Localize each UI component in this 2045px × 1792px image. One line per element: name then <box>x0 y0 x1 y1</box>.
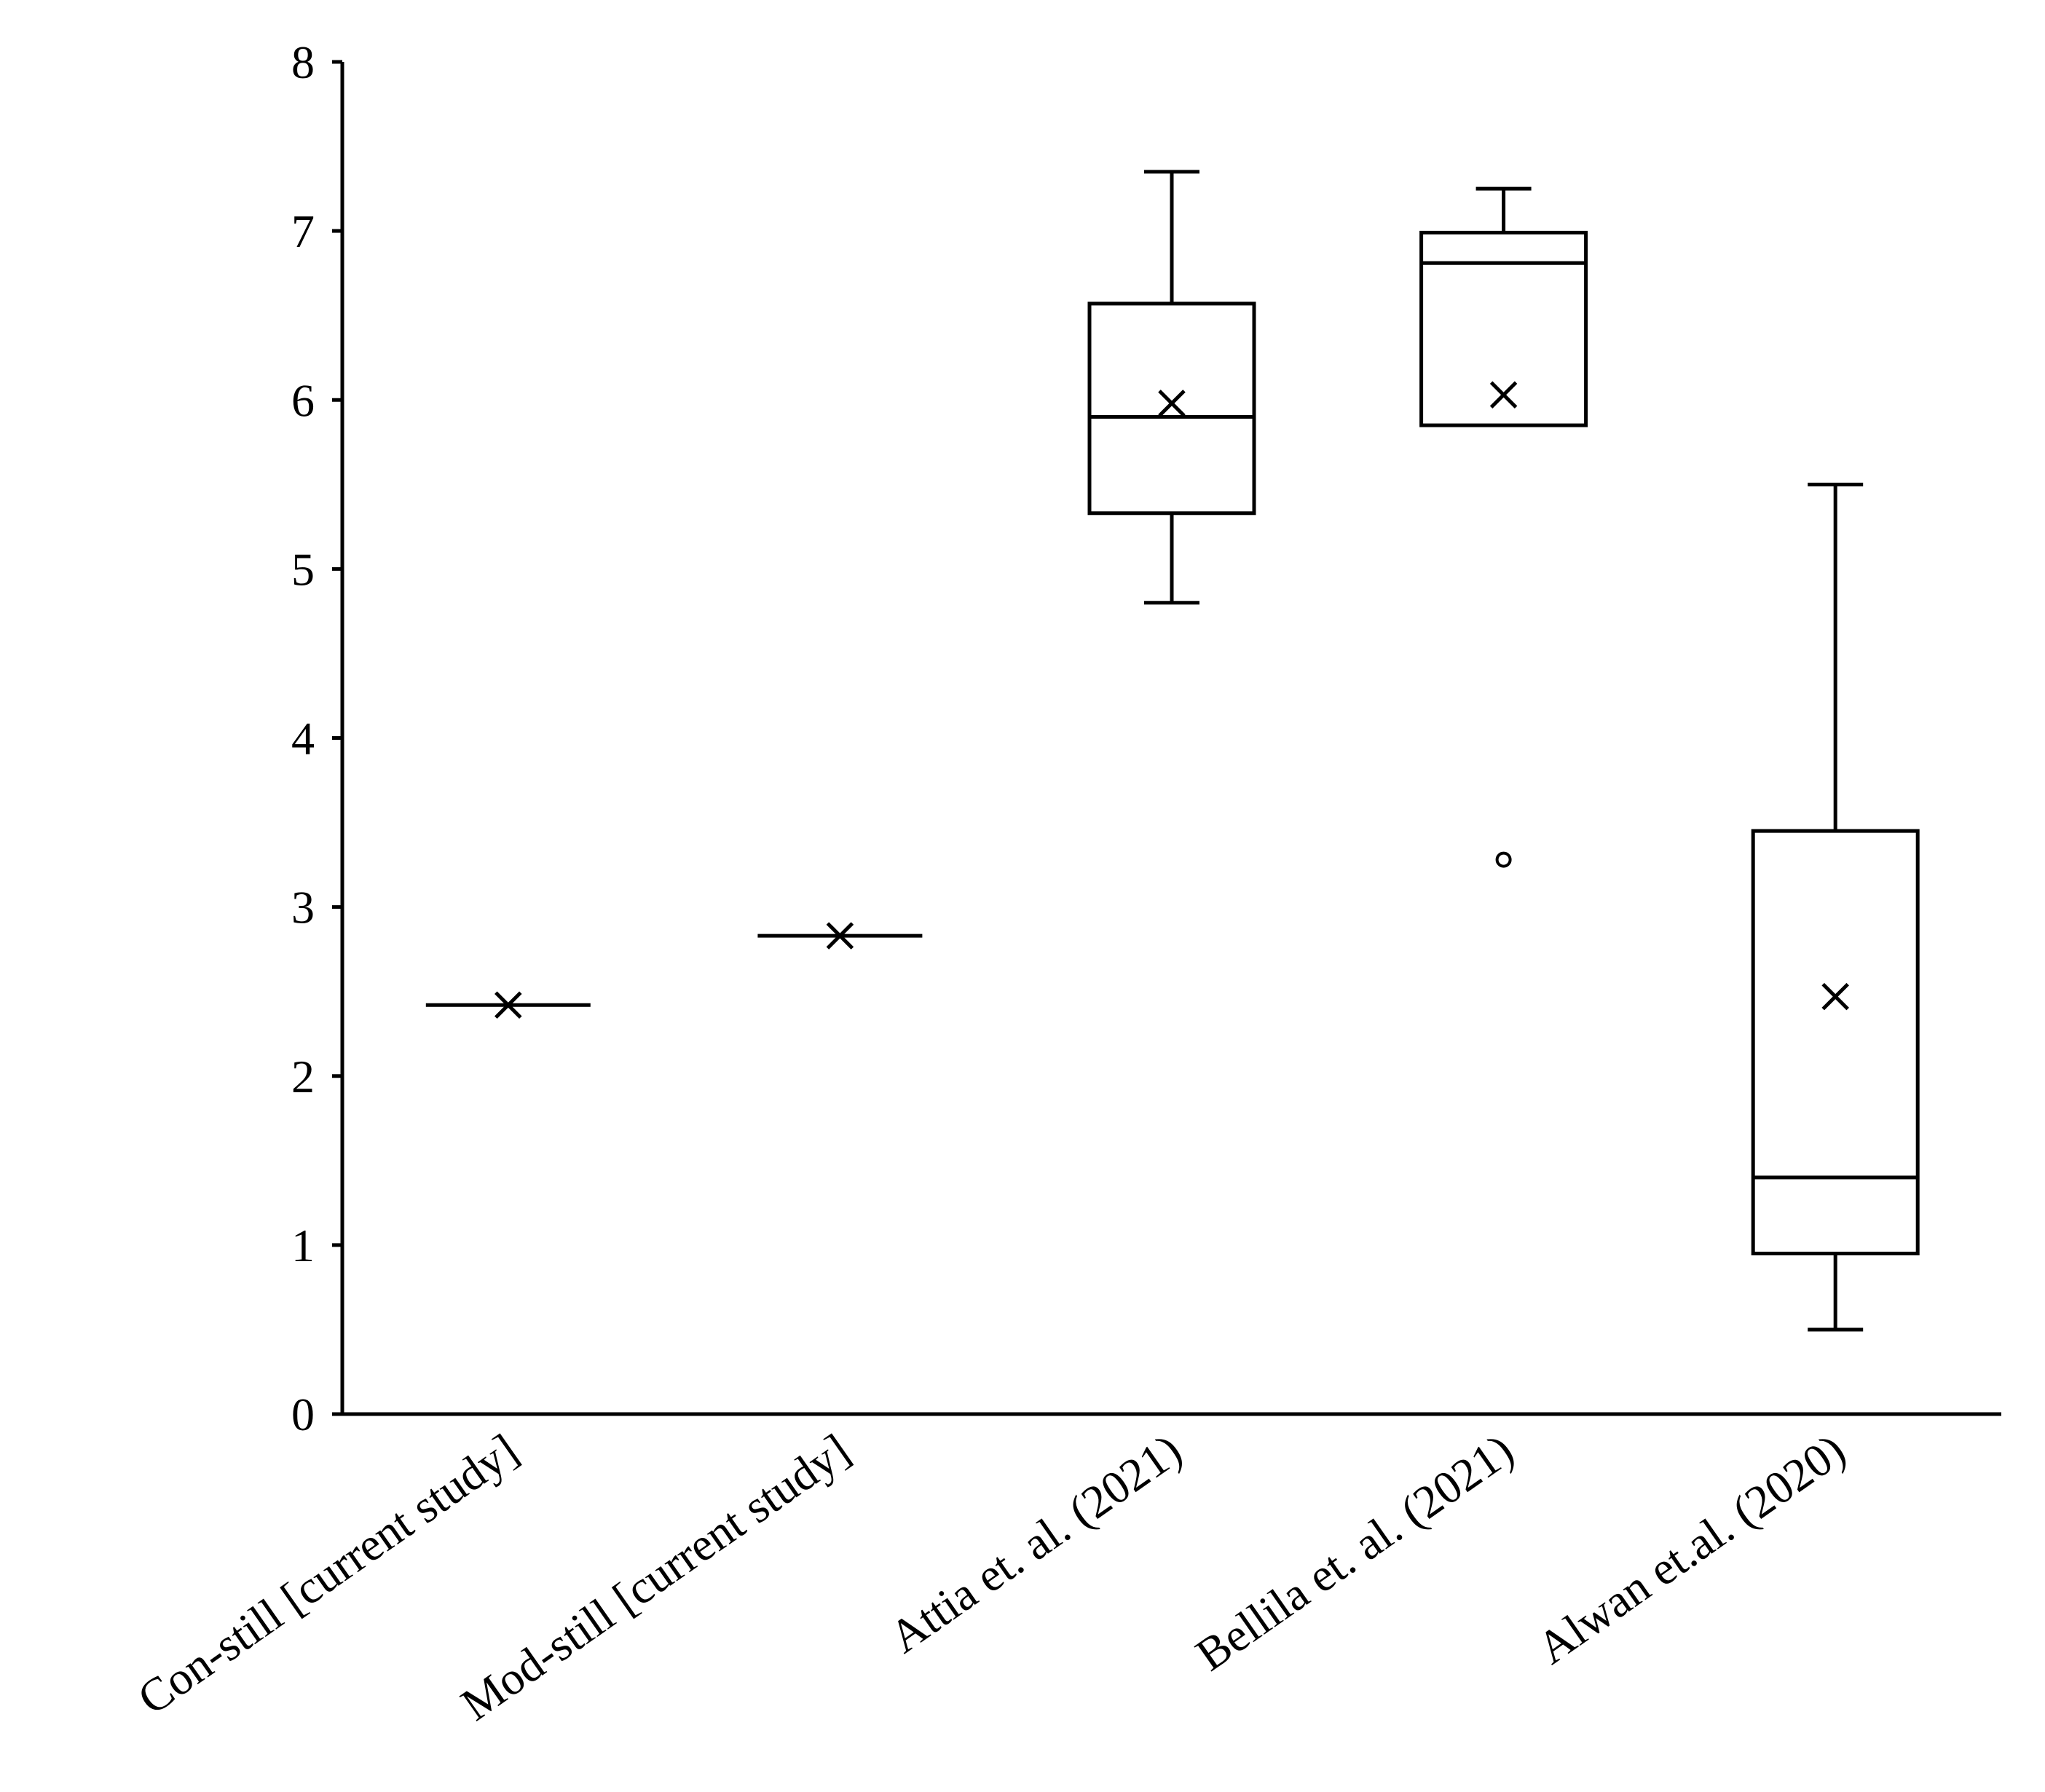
iqr-box <box>1751 829 1920 1255</box>
y-tick-label: 8 <box>291 36 315 88</box>
mean-marker-stroke <box>1158 390 1186 417</box>
boxes-group <box>425 170 1920 1332</box>
category-label: Alwan et.al. (2020) <box>1528 1424 1854 1674</box>
box-2 <box>757 922 923 950</box>
y-axis: 0 1 2 3 4 5 6 7 8 <box>291 36 344 1440</box>
y-tick-label: 1 <box>291 1220 315 1271</box>
mean-marker <box>494 991 522 1019</box>
mean-marker <box>826 922 854 950</box>
y-tick-label: 7 <box>291 205 315 257</box>
y-tick-label: 0 <box>291 1389 315 1440</box>
mean-marker-stroke <box>1821 982 1849 1011</box>
category-label: Bellila et. al. (2021) <box>1186 1424 1522 1681</box>
box-5 <box>1751 482 1920 1332</box>
category-labels: Con-still [current study]Mod-still [curr… <box>128 1424 1854 1730</box>
mean-marker <box>1158 390 1186 417</box>
y-tick-label: 5 <box>291 543 315 595</box>
y-tick-label: 4 <box>291 713 315 765</box>
iqr-box <box>1087 301 1256 516</box>
mean-marker <box>1821 982 1849 1011</box>
box-1 <box>425 991 591 1019</box>
y-tick-label: 6 <box>291 374 315 426</box>
mean-marker <box>1489 381 1518 409</box>
mean-marker-stroke <box>826 922 854 950</box>
y-tick-label: 2 <box>291 1051 315 1102</box>
outlier-point <box>1495 851 1512 868</box>
mean-marker-stroke <box>1489 381 1518 409</box>
category-label: Attia et. al. (2021) <box>880 1424 1191 1662</box>
mean-marker-stroke <box>494 991 522 1019</box>
box-3 <box>1087 170 1256 605</box>
box-4 <box>1419 186 1588 868</box>
y-tick-label: 3 <box>291 882 315 934</box>
